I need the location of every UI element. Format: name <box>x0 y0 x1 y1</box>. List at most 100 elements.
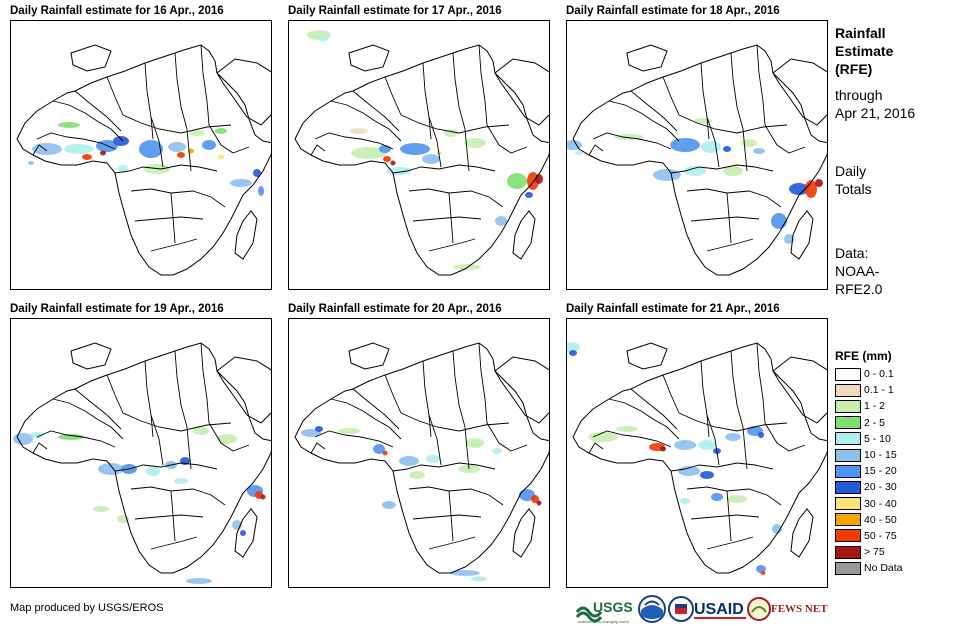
credit-text: Map produced by USGS/EROS <box>10 602 164 614</box>
country-border <box>464 128 470 172</box>
country-border <box>330 398 376 420</box>
coastline <box>234 210 258 260</box>
rain-cell <box>58 122 80 128</box>
country-border <box>428 238 476 252</box>
title-line: Rainfall <box>835 25 886 41</box>
country-border <box>130 486 226 506</box>
country-border <box>134 216 204 222</box>
country-border <box>652 418 680 440</box>
country-border <box>412 216 482 222</box>
country-border <box>700 360 710 438</box>
rain-cell <box>450 570 480 576</box>
country-border <box>764 422 806 452</box>
rain-cell <box>525 192 533 198</box>
map-canvas <box>13 342 271 584</box>
country-border <box>170 192 176 244</box>
panel-title: Daily Rainfall estimate for 19 Apr., 201… <box>10 303 224 315</box>
rain-cell <box>670 138 700 152</box>
country-border <box>592 430 672 448</box>
legend-item: 50 - 75 <box>835 528 903 544</box>
rain-cell <box>28 161 34 165</box>
rain-cell <box>753 148 765 154</box>
country-border <box>608 100 654 122</box>
country-border <box>52 100 98 122</box>
country-border <box>150 238 198 252</box>
rain-cell <box>426 455 440 463</box>
rain-cell <box>390 160 396 166</box>
country-border <box>730 350 744 428</box>
legend-item: 0.1 - 1 <box>835 382 903 398</box>
country-border <box>130 188 226 208</box>
country-borders <box>588 343 806 550</box>
usaid-logo: USAID <box>694 601 746 619</box>
rain-cell <box>318 36 328 42</box>
panel-title: Daily Rainfall estimate for 20 Apr., 201… <box>288 303 502 315</box>
rain-cell <box>674 440 696 450</box>
legend-label: 15 - 20 <box>864 465 897 478</box>
country-border <box>452 350 466 428</box>
noaa-logo <box>638 595 666 623</box>
coastline <box>294 44 549 276</box>
rain-cell <box>701 141 721 153</box>
coastline <box>494 356 549 424</box>
country-borders <box>310 45 528 252</box>
country-border <box>352 388 400 430</box>
country-border <box>464 426 470 470</box>
rain-cell <box>93 506 109 512</box>
map-canvas <box>567 342 827 575</box>
rainfall-shading <box>567 118 823 244</box>
rain-cell <box>174 478 188 484</box>
map-canvas <box>294 30 549 276</box>
country-border <box>670 462 774 472</box>
country-border <box>486 124 528 154</box>
rainfall-shading <box>567 342 782 575</box>
rain-cell <box>82 154 92 160</box>
country-border <box>588 442 604 454</box>
legend-label: 5 - 10 <box>864 432 891 445</box>
legend-label: 30 - 40 <box>864 497 897 510</box>
country-border <box>662 374 680 414</box>
rainfall-map <box>10 318 272 588</box>
rain-cell <box>186 578 212 584</box>
usaid-wordmark: USAID <box>694 601 744 618</box>
rain-cell <box>13 433 33 445</box>
coastline <box>216 356 271 424</box>
country-border <box>170 490 176 542</box>
usaid-seal <box>668 596 694 622</box>
country-border <box>36 132 116 150</box>
coastlines <box>16 342 271 574</box>
country-border <box>422 62 432 140</box>
legend-swatch <box>835 561 861 575</box>
coastline <box>16 44 271 276</box>
rain-cell <box>260 494 266 500</box>
country-border <box>32 442 48 454</box>
rain-cell <box>32 143 62 155</box>
rain-cell <box>575 151 583 155</box>
legend-swatch <box>835 529 861 543</box>
country-border <box>652 120 680 142</box>
country-border <box>106 76 124 116</box>
rain-cell <box>58 434 84 440</box>
rainfall-shading <box>301 426 542 582</box>
rain-cell <box>616 426 638 432</box>
rain-cell <box>230 179 252 187</box>
rain-cell <box>113 136 129 146</box>
through-line: Apr 21, 2016 <box>835 105 916 121</box>
coastline <box>70 44 112 72</box>
country-border <box>32 144 48 156</box>
rain-cell <box>400 143 430 155</box>
rain-cell <box>741 139 757 147</box>
map-canvas <box>294 342 549 582</box>
country-border <box>200 45 210 126</box>
rain-cell <box>139 140 163 158</box>
legend-item: 5 - 10 <box>835 431 903 447</box>
rainfall-map <box>566 20 828 290</box>
rain-cell <box>399 456 419 466</box>
country-border <box>310 442 326 454</box>
rain-cell <box>531 495 539 503</box>
product-title: Rainfall Estimate (RFE) <box>835 24 893 78</box>
rain-cell <box>760 571 766 575</box>
country-border <box>678 114 788 134</box>
rainfall-shading <box>13 427 266 584</box>
coastline <box>626 342 668 370</box>
